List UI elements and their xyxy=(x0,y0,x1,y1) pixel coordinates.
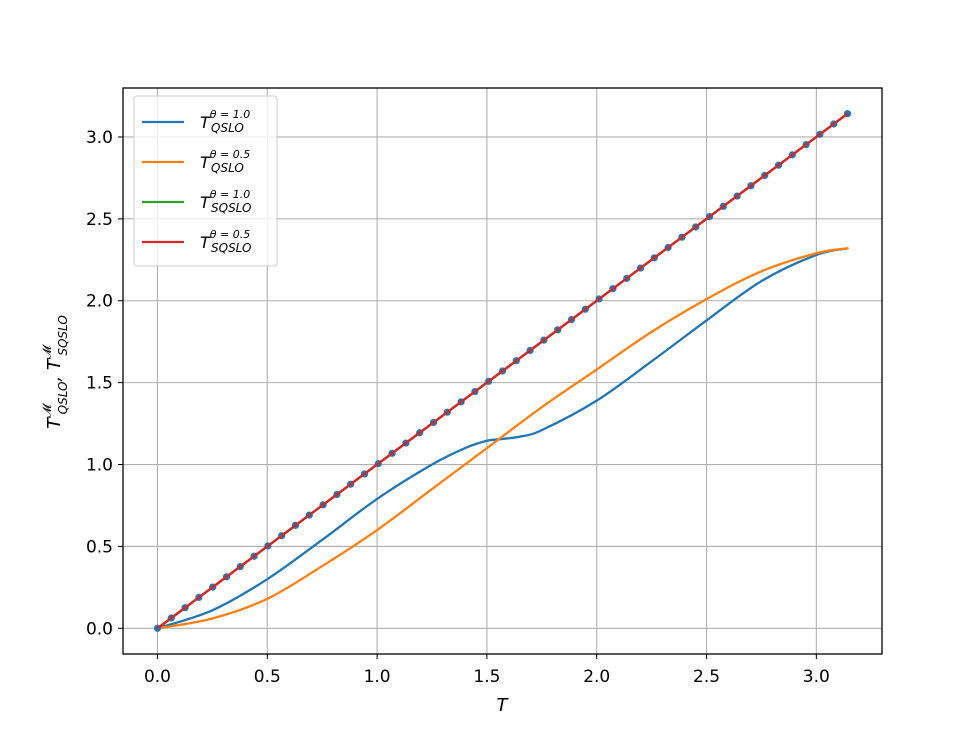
legend-frame xyxy=(133,95,278,267)
y-axis-label: T𝓜 QSLO, T𝓜 SQSLO xyxy=(40,315,70,429)
legend-label-0: Tθ = 1.0 QSLO xyxy=(200,108,250,135)
x-tick-label-0: 0.0 xyxy=(144,667,171,687)
y-tick-label-6: 3.0 xyxy=(86,128,113,148)
y-tick-label-2: 1.0 xyxy=(86,456,113,476)
y-tick-label-5: 2.5 xyxy=(86,210,113,230)
x-tick-label-3: 1.5 xyxy=(473,667,500,687)
legend-label-2: Tθ = 1.0 SQSLO xyxy=(200,188,251,215)
y-tick-label-1: 0.5 xyxy=(86,537,113,557)
y-tick-label-3: 1.5 xyxy=(86,374,113,394)
legend: Tθ = 1.0 QSLO Tθ = 0.5 QSLO Tθ = 1.0 SQSLO Tθ … xyxy=(133,95,278,267)
series-line-0 xyxy=(156,247,849,630)
scatter-markers xyxy=(153,110,852,632)
x-tick-label-4: 2.0 xyxy=(583,667,610,687)
series-line-1 xyxy=(156,247,849,630)
x-tick-label-6: 3.0 xyxy=(803,667,830,687)
series-line-top xyxy=(156,112,849,630)
legend-label-1: Tθ = 0.5 QSLO xyxy=(200,148,250,175)
ticks: 0.0 0.5 1.0 1.5 2.0 2.5 3.0 0.0 0.5 1.0 1.5 2.0 2.5 3… xyxy=(86,128,830,687)
x-tick-label-1: 0.5 xyxy=(254,667,281,687)
y-tick-label-4: 2.0 xyxy=(86,292,113,312)
x-axis-label: T xyxy=(497,695,510,716)
grid xyxy=(123,88,882,654)
y-tick-label-0: 0.0 xyxy=(86,619,113,639)
axes-frame xyxy=(122,87,883,655)
x-tick-label-2: 1.0 xyxy=(364,667,391,687)
legend-label-3: Tθ = 0.5 SQSLO xyxy=(200,228,251,255)
x-tick-label-5: 2.5 xyxy=(693,667,720,687)
